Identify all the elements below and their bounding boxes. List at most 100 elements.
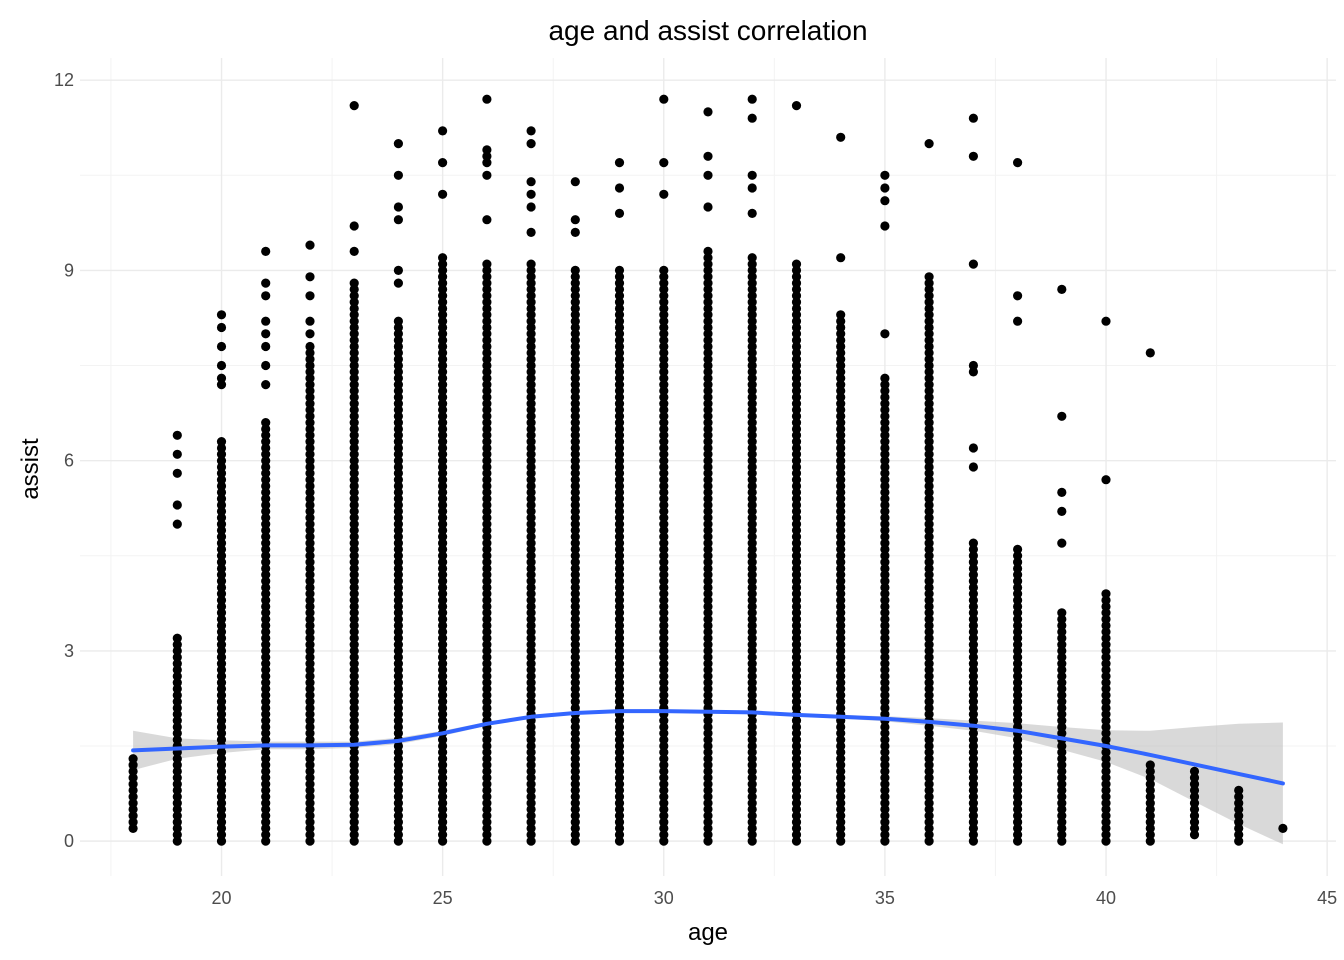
data-point — [703, 297, 713, 307]
data-point — [393, 747, 403, 757]
data-point — [703, 367, 713, 377]
data-point — [703, 544, 713, 555]
data-point — [570, 640, 580, 650]
data-point — [968, 747, 979, 757]
data-point — [614, 424, 625, 434]
data-point — [836, 601, 846, 612]
data-point — [172, 633, 182, 643]
data-point — [261, 329, 271, 339]
x-tick-label: 40 — [1096, 888, 1116, 908]
data-point — [261, 823, 271, 834]
data-point — [216, 481, 227, 491]
data-point — [659, 570, 669, 580]
data-point — [1057, 760, 1067, 770]
data-point — [526, 595, 536, 605]
data-point — [349, 494, 359, 504]
data-point — [924, 487, 934, 497]
data-point — [393, 322, 403, 333]
data-point — [703, 620, 713, 631]
data-point — [968, 735, 979, 745]
data-point — [305, 532, 315, 542]
data-point — [924, 303, 934, 314]
data-point — [172, 500, 182, 510]
data-point — [570, 563, 580, 574]
data-point — [1101, 633, 1111, 643]
data-point — [526, 481, 536, 491]
data-point — [305, 601, 315, 612]
data-point — [1189, 792, 1200, 802]
data-point — [305, 627, 315, 637]
data-point — [659, 659, 669, 669]
data-point — [570, 513, 580, 523]
data-point — [880, 779, 890, 789]
data-point — [924, 620, 934, 631]
data-point — [216, 760, 227, 770]
data-point — [880, 456, 890, 466]
data-point — [968, 113, 979, 123]
data-point — [703, 697, 713, 707]
data-point — [305, 494, 315, 504]
data-point — [438, 551, 448, 561]
data-point — [305, 563, 315, 574]
data-point — [482, 785, 492, 796]
data-point — [482, 608, 492, 618]
data-point — [836, 519, 846, 529]
data-point — [570, 500, 580, 510]
data-point — [703, 557, 713, 567]
data-point — [836, 703, 846, 713]
data-point — [703, 475, 713, 485]
data-point — [924, 297, 934, 307]
data-point — [482, 633, 492, 643]
x-tick-label: 35 — [875, 888, 895, 908]
data-point — [747, 570, 757, 580]
data-point — [526, 538, 536, 548]
data-point — [216, 823, 227, 834]
data-point — [305, 760, 315, 770]
data-point — [128, 754, 138, 764]
data-point — [261, 754, 271, 764]
data-point — [791, 310, 802, 320]
data-point — [614, 551, 625, 561]
data-point — [747, 633, 757, 643]
data-point — [1013, 608, 1023, 618]
data-point — [438, 341, 448, 352]
data-point — [1057, 608, 1067, 618]
data-point — [570, 462, 580, 472]
data-point — [261, 620, 271, 631]
data-point — [349, 348, 359, 358]
data-point — [836, 418, 846, 428]
data-point — [703, 798, 713, 808]
data-point — [1057, 785, 1067, 796]
data-point — [747, 399, 757, 409]
data-point — [305, 608, 315, 618]
data-point — [526, 646, 536, 656]
data-point — [261, 830, 271, 840]
data-point — [747, 652, 757, 662]
data-point — [614, 513, 625, 523]
data-point — [349, 532, 359, 542]
data-point — [703, 107, 713, 117]
data-point — [349, 722, 359, 732]
data-point — [924, 766, 934, 777]
y-axis-title: assist — [17, 438, 44, 500]
data-point — [747, 348, 757, 358]
data-point — [305, 513, 315, 523]
data-point — [1189, 785, 1200, 796]
data-point — [482, 557, 492, 567]
data-point — [614, 659, 625, 669]
data-point — [1057, 773, 1067, 783]
data-point — [482, 760, 492, 770]
data-point — [570, 272, 580, 282]
data-point — [747, 335, 757, 345]
data-point — [1057, 671, 1067, 681]
data-point — [393, 754, 403, 764]
data-point — [172, 760, 182, 770]
smooth-line-layer — [131, 709, 1285, 786]
data-point — [791, 614, 802, 624]
chart-title: age and assist correlation — [548, 15, 867, 46]
data-point — [305, 506, 315, 516]
data-point — [349, 760, 359, 770]
data-point — [1057, 804, 1067, 815]
data-point — [747, 170, 757, 180]
data-point — [791, 747, 802, 757]
